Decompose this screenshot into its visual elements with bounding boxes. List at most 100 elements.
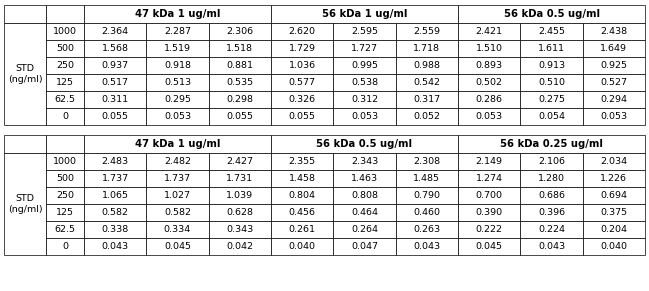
Bar [334,238,396,255]
Bar [209,108,271,125]
Text: 0.334: 0.334 [164,225,191,234]
Bar [520,170,583,187]
Text: 0.510: 0.510 [538,78,565,87]
Text: 1.485: 1.485 [413,174,440,183]
Bar [583,153,645,170]
Bar [146,108,209,125]
Text: 0.264: 0.264 [351,225,378,234]
Text: 1.065: 1.065 [102,191,129,200]
Text: 1.737: 1.737 [164,174,191,183]
Bar [583,57,645,74]
Bar [209,40,271,57]
Text: 125: 125 [56,208,74,217]
Text: 1.027: 1.027 [164,191,191,200]
Text: 1.568: 1.568 [102,44,129,53]
Bar [209,74,271,91]
Text: 2.482: 2.482 [164,157,191,166]
Text: STD
(ng/ml): STD (ng/ml) [8,194,42,214]
Text: 0.913: 0.913 [538,61,565,70]
Bar [334,170,396,187]
Bar [271,238,334,255]
Bar [520,221,583,238]
Text: 0.464: 0.464 [351,208,378,217]
Bar [520,204,583,221]
Bar [583,187,645,204]
Text: 1000: 1000 [53,27,77,36]
Bar [46,108,84,125]
Bar [583,204,645,221]
Bar [84,187,146,204]
Text: 0.261: 0.261 [289,225,315,234]
Text: 0.286: 0.286 [476,95,503,104]
Text: 0.043: 0.043 [102,242,129,251]
Bar [396,221,458,238]
Bar [334,221,396,238]
Bar [209,221,271,238]
Bar [209,204,271,221]
Bar [46,153,84,170]
Bar [84,108,146,125]
Bar [46,40,84,57]
Bar [396,57,458,74]
Text: 2.364: 2.364 [102,27,129,36]
Bar [520,187,583,204]
Text: 0.808: 0.808 [351,191,378,200]
Bar [146,153,209,170]
Bar [583,108,645,125]
Text: 0.396: 0.396 [538,208,565,217]
Bar [46,91,84,108]
Bar [458,5,645,23]
Bar [396,40,458,57]
Bar [583,238,645,255]
Bar [334,91,396,108]
Bar [46,221,84,238]
Text: 1.649: 1.649 [600,44,628,53]
Text: 1.463: 1.463 [351,174,378,183]
Text: 0.694: 0.694 [600,191,628,200]
Text: 2.287: 2.287 [164,27,191,36]
Text: 0.055: 0.055 [227,112,253,121]
Bar [46,23,84,40]
Text: 1.718: 1.718 [413,44,440,53]
Text: 0.460: 0.460 [413,208,440,217]
Bar [4,135,46,153]
Bar [334,204,396,221]
Text: 56 kDa 0.25 ug/ml: 56 kDa 0.25 ug/ml [500,139,603,149]
Bar [458,153,520,170]
Text: 62.5: 62.5 [55,95,75,104]
Text: 1.036: 1.036 [289,61,315,70]
Bar [146,74,209,91]
Text: 0.804: 0.804 [289,191,315,200]
Text: 0.577: 0.577 [289,78,315,87]
Bar [84,57,146,74]
Bar [209,57,271,74]
Bar [84,221,146,238]
Bar [209,23,271,40]
Text: 1000: 1000 [53,157,77,166]
Bar [271,187,334,204]
Text: 0.042: 0.042 [227,242,253,251]
Text: 0.535: 0.535 [227,78,253,87]
Text: 0.517: 0.517 [102,78,129,87]
Bar [396,170,458,187]
Bar [583,170,645,187]
Bar [46,135,84,153]
Bar [271,5,458,23]
Text: 2.149: 2.149 [476,157,503,166]
Bar [271,153,334,170]
Bar [520,108,583,125]
Bar [334,23,396,40]
Text: 0.055: 0.055 [289,112,315,121]
Bar [583,74,645,91]
Bar [209,170,271,187]
Text: 0.542: 0.542 [413,78,440,87]
Text: 0.045: 0.045 [476,242,503,251]
Text: 0.294: 0.294 [600,95,628,104]
Bar [271,108,334,125]
Bar [84,170,146,187]
Text: 2.355: 2.355 [289,157,315,166]
Bar [458,91,520,108]
Text: 2.308: 2.308 [413,157,441,166]
Bar [520,74,583,91]
Bar [396,204,458,221]
